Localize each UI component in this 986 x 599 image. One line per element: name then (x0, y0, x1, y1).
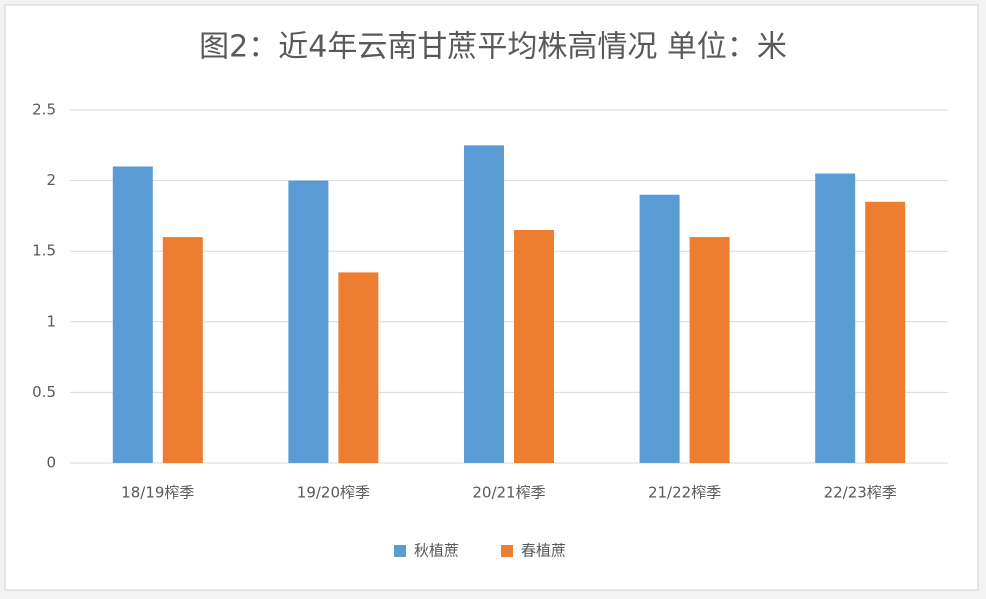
bar (865, 201, 906, 463)
bar (112, 166, 153, 464)
x-tick-label: 21/22榨季 (648, 484, 721, 502)
legend-swatch (501, 545, 513, 557)
bar (639, 194, 680, 463)
x-tick-label: 20/21榨季 (472, 484, 545, 502)
y-tick-label: 2 (46, 171, 56, 189)
legend-label: 秋植蔗 (414, 542, 459, 560)
y-tick-label: 1 (46, 312, 56, 330)
bar (288, 180, 329, 463)
legend-swatch (394, 545, 406, 557)
bar (514, 230, 554, 463)
bar (815, 173, 856, 464)
x-tick-label: 18/19榨季 (121, 484, 194, 502)
legend-label: 春植蔗 (521, 542, 566, 560)
bar (338, 272, 379, 463)
x-tick-label: 22/23榨季 (824, 484, 897, 502)
chart-title: 图2：近4年云南甘蔗平均株高情况 单位：米 (199, 30, 787, 65)
bar (162, 237, 203, 463)
y-tick-label: 0.5 (32, 383, 56, 401)
y-tick-label: 0 (46, 454, 56, 472)
y-tick-label: 2.5 (32, 101, 56, 119)
bar (464, 145, 504, 464)
x-tick-label: 19/20榨季 (297, 484, 370, 502)
bar (689, 237, 730, 463)
y-tick-label: 1.5 (32, 242, 56, 260)
